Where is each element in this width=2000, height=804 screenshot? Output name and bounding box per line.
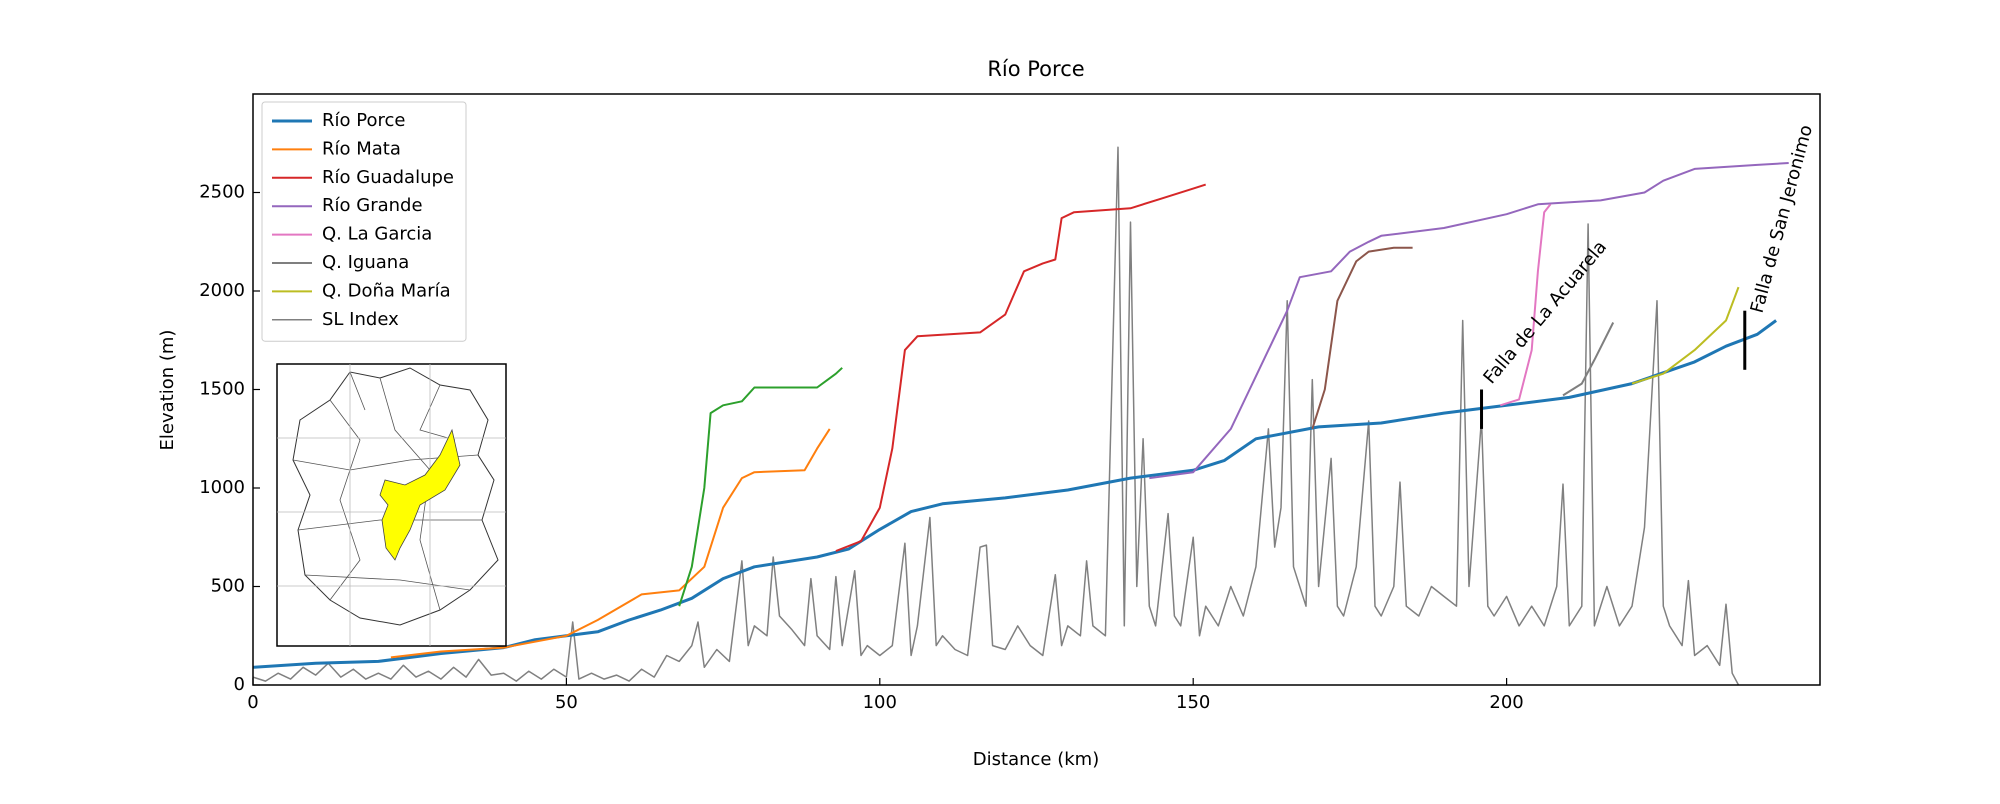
series-line — [390, 428, 831, 659]
legend-label: Río Guadalupe — [322, 167, 454, 188]
inset-region-outline — [292, 367, 499, 626]
legend-label: Río Grande — [322, 195, 423, 216]
series-line — [835, 183, 1207, 552]
y-axis-label: Elevation (m) — [157, 330, 178, 451]
x-tick-label: 100 — [863, 692, 897, 713]
x-tick-label: 50 — [555, 692, 578, 713]
legend-label: Q. La Garcia — [322, 224, 432, 245]
fault-label: Falla de San Jeronimo — [1747, 123, 1817, 315]
series-line — [678, 367, 843, 607]
legend-label: Q. Iguana — [322, 252, 409, 273]
x-axis-label: Distance (km) — [973, 749, 1099, 770]
x-tick-label: 150 — [1176, 692, 1210, 713]
y-tick-label: 2500 — [199, 182, 245, 203]
series-line — [1562, 322, 1615, 397]
plot-frame — [252, 93, 1821, 686]
series-line — [1631, 286, 1740, 385]
series-line — [252, 146, 1740, 686]
legend-label: Río Mata — [322, 138, 401, 159]
series-line — [1311, 246, 1413, 430]
legend-label: SL Index — [322, 309, 399, 330]
inset-map — [276, 363, 507, 647]
series-line — [1149, 162, 1789, 480]
legend-label: Q. Doña María — [322, 280, 451, 301]
x-tick-label: 200 — [1489, 692, 1523, 713]
y-tick-label: 500 — [211, 576, 245, 597]
series-line — [1500, 203, 1552, 407]
legend-label: Río Porce — [322, 110, 405, 131]
y-tick-label: 0 — [234, 674, 245, 695]
legend: Río Porce Río Mata Río Guadalupe Río Grande… — [261, 101, 467, 342]
y-tick-label: 1000 — [199, 477, 245, 498]
legend-box — [261, 101, 467, 342]
y-tick-label: 2000 — [199, 280, 245, 301]
x-tick-label: 0 — [247, 692, 258, 713]
y-tick-label: 1500 — [199, 379, 245, 400]
chart-title: Río Porce — [987, 57, 1084, 81]
inset-basin — [379, 428, 461, 561]
